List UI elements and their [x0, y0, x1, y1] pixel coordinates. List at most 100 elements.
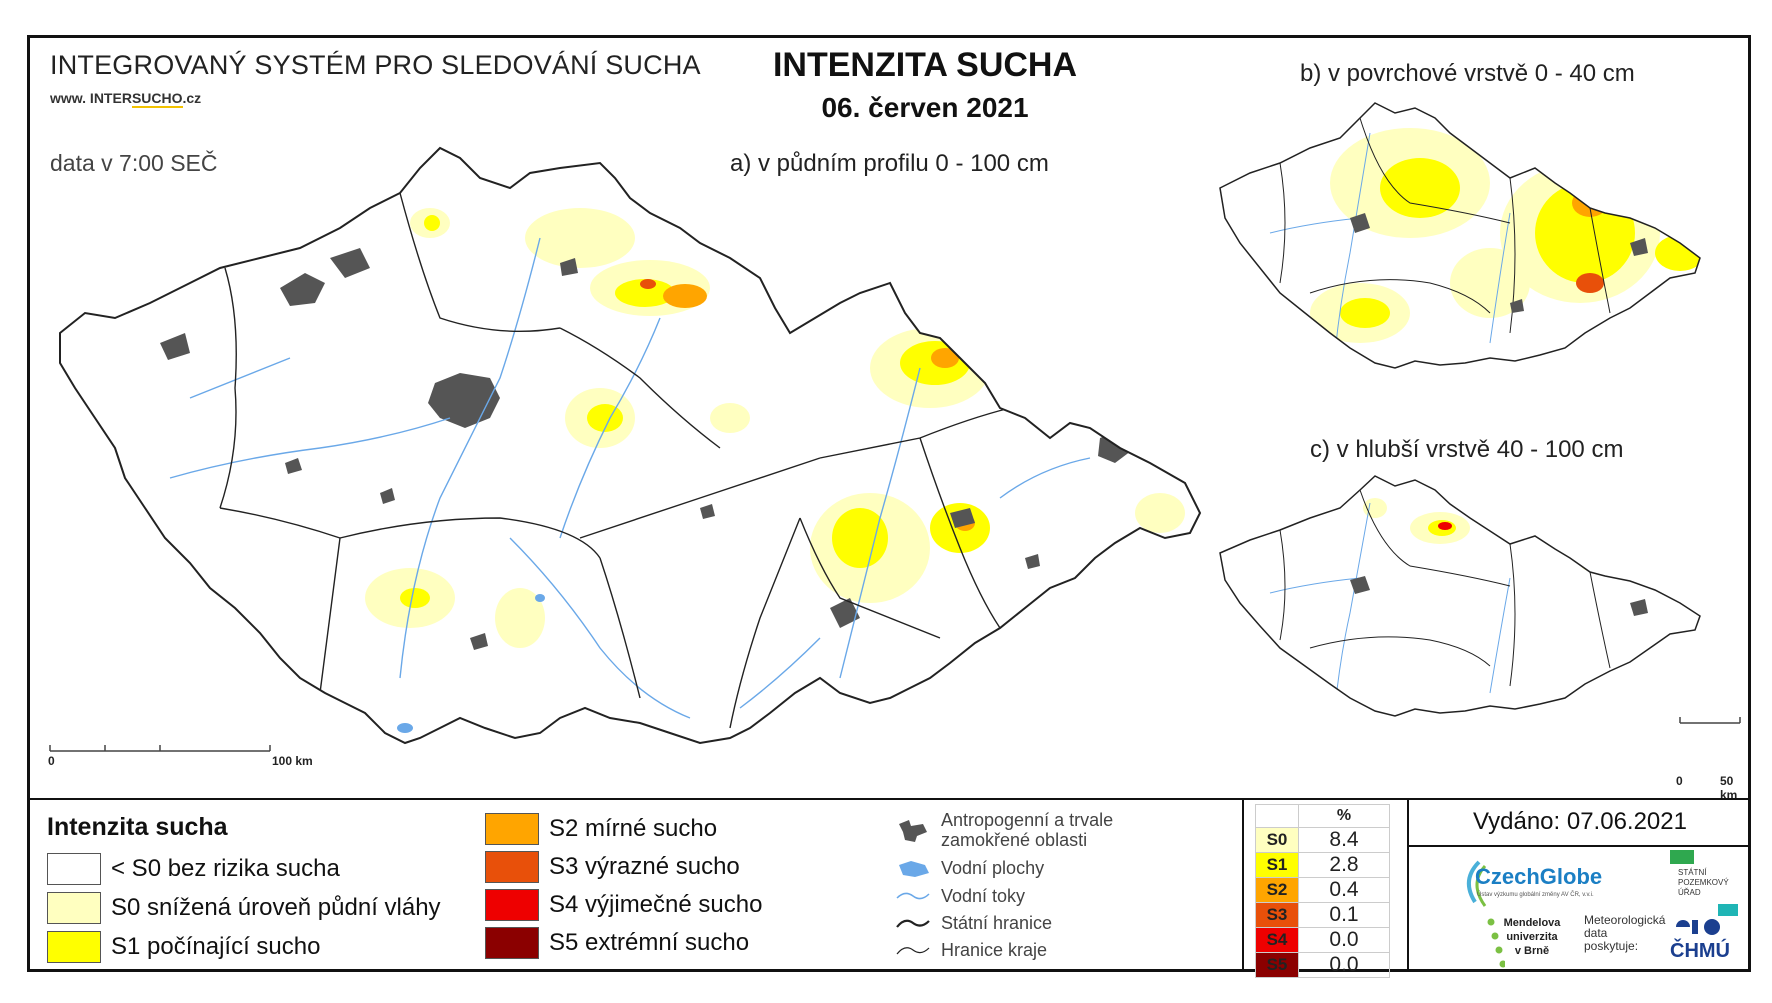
- percent-value: 2.8: [1298, 852, 1390, 878]
- symbol-label: Vodní plochy: [941, 858, 1045, 878]
- separator-issued: [1407, 845, 1748, 847]
- symbol-anthropogenic: Antropogenní a trvale zamokřené oblasti: [895, 810, 1155, 850]
- legend-title: Intenzita sucha: [47, 813, 228, 841]
- symbol-state-border: Státní hranice: [895, 913, 1155, 933]
- percent-header-row: %: [1255, 804, 1390, 828]
- swatch-s3: [485, 851, 539, 883]
- issued-date: Vydáno: 07.06.2021: [1473, 808, 1687, 835]
- percent-row: S2 0.4: [1255, 877, 1390, 903]
- map-c-fill: [1220, 476, 1700, 716]
- symbol-water-areas: Vodní plochy: [895, 857, 1155, 879]
- legend-label: S2 mírné sucho: [549, 815, 718, 842]
- url-suffix: .cz: [182, 90, 202, 106]
- legend-item-s4: S4 výjimečné sucho: [485, 889, 762, 921]
- percent-row: S4 0.0: [1255, 927, 1390, 953]
- percent-value: 8.4: [1298, 827, 1390, 853]
- map-b-regions: [1279, 117, 1611, 334]
- water-streams: [169, 237, 1091, 719]
- water-area-icon: [899, 861, 929, 877]
- legend-label: S3 výrazné sucho: [549, 853, 740, 880]
- spu-line: ÚŘAD: [1678, 888, 1701, 897]
- map-c-label: c) v hlubší vrstvě 40 - 100 cm: [1310, 436, 1624, 463]
- spu-green-block: [1670, 850, 1694, 864]
- region-borders: [219, 192, 1011, 729]
- chmu-symbol-icon: [1676, 919, 1720, 935]
- spu-logo[interactable]: STÁTNÍ POZEMKOVÝ ÚŘAD: [1670, 850, 1745, 920]
- legend-label: S4 výjimečné sucho: [549, 891, 763, 918]
- legend-item-none: < S0 bez rizika sucha: [47, 853, 441, 885]
- czechglobe-arc-icon: [1467, 860, 1487, 907]
- czechglobe-name: CzechGlobe: [1475, 864, 1603, 889]
- map-c-regions: [1279, 489, 1611, 687]
- map-b-urban: [1350, 213, 1648, 313]
- scale-bar-small: [1679, 717, 1741, 724]
- legend-col-2: S2 mírné sucho S3 výrazné sucho S4 výjim…: [485, 813, 762, 959]
- swatch-s0: [47, 892, 101, 924]
- map-frame: INTEGROVANÝ SYSTÉM PRO SLEDOVÁNÍ SUCHA w…: [27, 35, 1751, 978]
- percent-row: S0 8.4: [1255, 827, 1390, 853]
- czechglobe-logo[interactable]: CzechGlobe Ústav výzkumu globální změny …: [1455, 850, 1625, 916]
- mendel-line: Mendelova: [1503, 917, 1561, 929]
- mendel-text: Mendelova univerzita v Brně: [1497, 916, 1567, 958]
- swatch-s1: [47, 931, 101, 963]
- symbol-label: Hranice kraje: [941, 940, 1048, 960]
- url-highlight: SUCHO: [131, 90, 183, 108]
- swatch-s2: [485, 813, 539, 845]
- spu-text: STÁTNÍ POZEMKOVÝ ÚŘAD: [1678, 868, 1729, 898]
- scale-main-start: 0: [48, 754, 55, 768]
- scale-main-end: 100 km: [272, 754, 313, 768]
- percent-header-empty: [1255, 804, 1299, 828]
- legend-separator: [30, 798, 1748, 800]
- percent-class: S0: [1255, 827, 1299, 853]
- percent-value: 0.0: [1298, 952, 1390, 978]
- mendel-logo[interactable]: Mendelova univerzita v Brně: [1485, 914, 1575, 974]
- map-c-border: [1219, 475, 1701, 717]
- legend-label: S0 snížená úroveň půdní vláhy: [111, 894, 441, 921]
- legend-item-s3: S3 výrazné sucho: [485, 851, 762, 883]
- website-link[interactable]: www. INTERSUCHO.cz: [50, 90, 202, 108]
- system-title: INTEGROVANÝ SYSTÉM PRO SLEDOVÁNÍ SUCHA: [50, 50, 701, 80]
- legend-item-s5: S5 extrémní sucho: [485, 927, 762, 959]
- state-border: [59, 146, 1202, 745]
- czechglobe-subtitle: Ústav výzkumu globální změny AV ČR, v.v.…: [1477, 892, 1594, 898]
- percent-class: S1: [1255, 852, 1299, 878]
- map-c-urban: [1350, 576, 1648, 616]
- meteo-line: data: [1584, 926, 1608, 940]
- symbols-legend: Antropogenní a trvale zamokřené oblasti …: [895, 810, 1155, 960]
- legend-label: < S0 bez rizika sucha: [111, 855, 340, 882]
- symbol-label: Vodní toky: [941, 886, 1026, 906]
- map-date: 06. červen 2021: [821, 92, 1029, 123]
- scale-bar-main: [49, 745, 271, 752]
- percent-class: S2: [1255, 877, 1299, 903]
- percent-value: 0.0: [1298, 927, 1390, 953]
- chmu-logo[interactable]: ČHMÚ: [1670, 916, 1745, 972]
- main-title: INTENZITA SUCHA: [772, 46, 1078, 84]
- percent-class: S5: [1255, 952, 1299, 978]
- swatch-s5: [485, 927, 539, 959]
- mendel-dots-icon: [1487, 918, 1505, 968]
- stream-icon: [896, 892, 930, 900]
- percent-header: %: [1298, 804, 1390, 828]
- percent-table: % S0 8.4 S1 2.8 S2 0.4 S3 0.1 S4 0.0 S5 …: [1255, 804, 1390, 978]
- legend-label: S5 extrémní sucho: [549, 929, 750, 956]
- state-border-icon: [896, 919, 930, 928]
- scale-small-start: 0: [1676, 774, 1683, 788]
- map-b-border: [1219, 102, 1701, 369]
- map-a-label: a) v půdním profilu 0 - 100 cm: [730, 150, 1049, 177]
- map-b-label: b) v povrchové vrstvě 0 - 40 cm: [1300, 60, 1635, 87]
- mendel-line: v Brně: [1514, 945, 1550, 957]
- swatch-s4: [485, 889, 539, 921]
- legend-item-s1: S1 počínající sucho: [47, 931, 441, 963]
- symbol-water-streams: Vodní toky: [895, 886, 1155, 906]
- percent-class: S3: [1255, 902, 1299, 928]
- symbol-label: Státní hranice: [941, 913, 1053, 933]
- main-drought-map: [49, 146, 1202, 752]
- percent-value: 0.4: [1298, 877, 1390, 903]
- map-c-deep: [1219, 475, 1741, 724]
- region-border-icon: [896, 947, 930, 955]
- urban-area-icon: [899, 820, 927, 842]
- separator-left: [1242, 800, 1244, 972]
- spu-line: STÁTNÍ: [1678, 868, 1707, 877]
- symbol-region-border: Hranice kraje: [895, 940, 1155, 960]
- meteo-text: Meteorologická data poskytuje:: [1584, 914, 1665, 964]
